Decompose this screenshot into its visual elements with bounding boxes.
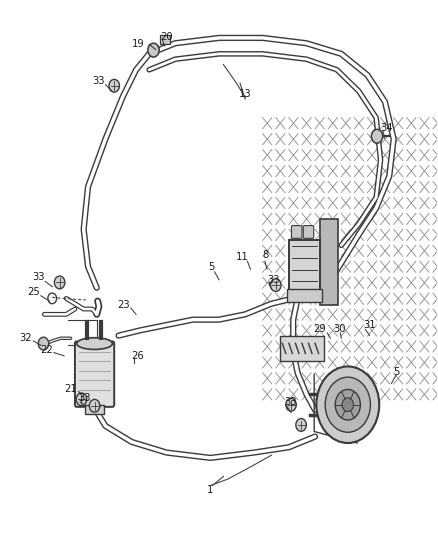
Circle shape — [286, 398, 296, 411]
Circle shape — [38, 337, 49, 350]
Circle shape — [54, 276, 65, 289]
Text: 22: 22 — [40, 345, 53, 356]
Circle shape — [148, 43, 159, 57]
Text: 26: 26 — [132, 351, 145, 361]
Text: 30: 30 — [333, 324, 345, 334]
Bar — [287, 289, 322, 302]
Text: 33: 33 — [285, 397, 297, 407]
Circle shape — [296, 418, 306, 431]
Circle shape — [335, 390, 360, 420]
Circle shape — [342, 398, 353, 411]
Ellipse shape — [77, 338, 113, 350]
Text: 33: 33 — [92, 77, 105, 86]
Text: 33: 33 — [78, 393, 91, 403]
Circle shape — [371, 130, 383, 143]
Text: 31: 31 — [363, 320, 376, 330]
Text: 19: 19 — [132, 39, 145, 49]
Text: 33: 33 — [32, 272, 44, 282]
Text: 23: 23 — [117, 300, 130, 310]
Text: 32: 32 — [20, 333, 32, 343]
Text: 33: 33 — [267, 275, 279, 285]
Bar — [160, 35, 170, 44]
FancyBboxPatch shape — [75, 342, 114, 407]
FancyBboxPatch shape — [291, 225, 302, 238]
Text: 5: 5 — [394, 367, 400, 377]
Bar — [320, 219, 338, 305]
Text: 13: 13 — [239, 88, 251, 99]
Circle shape — [109, 79, 120, 92]
Circle shape — [271, 279, 281, 292]
FancyBboxPatch shape — [303, 225, 314, 238]
Text: 21: 21 — [64, 384, 77, 394]
Circle shape — [325, 377, 371, 432]
Bar — [85, 405, 104, 414]
Bar — [280, 336, 324, 361]
Circle shape — [89, 399, 100, 412]
Text: 8: 8 — [263, 250, 269, 260]
Text: 5: 5 — [208, 262, 215, 271]
Text: 20: 20 — [160, 32, 173, 42]
Circle shape — [316, 367, 379, 443]
Bar — [289, 240, 320, 300]
Circle shape — [76, 393, 87, 406]
Text: 1: 1 — [207, 485, 213, 495]
Text: 29: 29 — [313, 324, 326, 334]
Text: 34: 34 — [381, 123, 393, 133]
Text: 25: 25 — [27, 287, 40, 297]
Circle shape — [48, 293, 57, 304]
Text: 11: 11 — [236, 252, 249, 262]
